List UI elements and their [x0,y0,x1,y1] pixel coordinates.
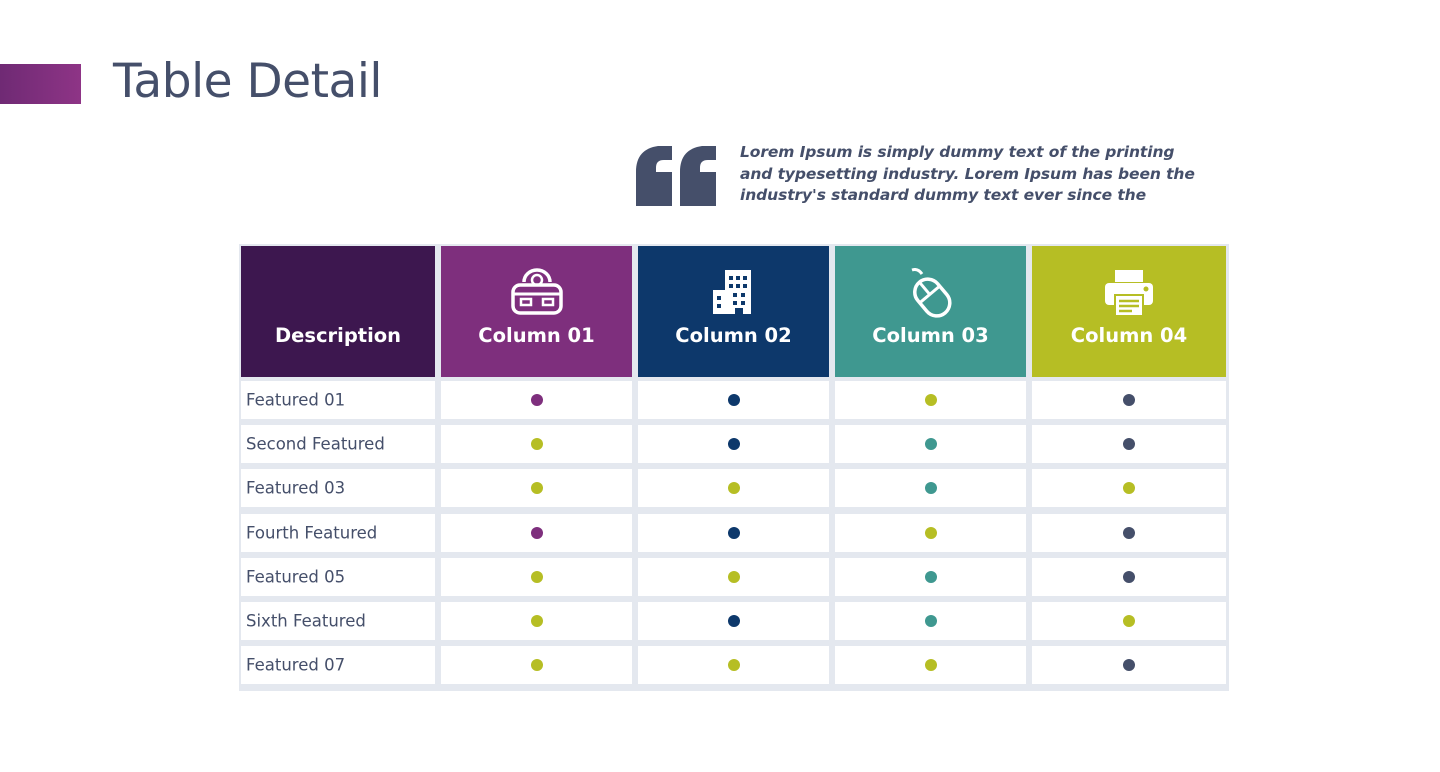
status-dot-purple [530,394,543,406]
table-cell [441,646,632,685]
row-label-cell: Featured 03 [241,469,435,508]
row-label: Sixth Featured [246,611,366,631]
table-cell [441,602,632,640]
table-cell [638,513,829,552]
table-cell [638,602,829,640]
table-cell [441,513,632,552]
column-header-4: Column 04 [1032,246,1226,377]
row-label: Featured 07 [246,655,346,675]
table-cell [835,469,1026,508]
table-cell [638,425,829,464]
row-label: Featured 05 [246,567,346,587]
status-dot-teal [924,482,937,495]
table-cell [441,381,632,419]
table-cell [638,381,829,419]
column-header-label: Column 04 [1070,324,1188,347]
row-label-cell: Featured 05 [241,557,435,596]
table-cell [638,557,829,596]
row-label: Fourth Featured [246,523,378,543]
status-dot-slate [1123,394,1135,406]
description-header-label: Description [274,324,402,347]
page-title: Table Detail [113,54,382,109]
status-dot-lime [1123,615,1135,627]
row-label-cell: Featured 01 [241,381,435,419]
table-cell [835,381,1026,419]
row-label: Second Featured [246,434,385,454]
status-dot-teal [924,615,937,627]
column-header-label: Column 02 [675,324,792,347]
table-cell [441,557,632,596]
row-label-cell: Sixth Featured [241,602,435,640]
building-icon [707,268,761,318]
status-dot-lime [727,482,740,495]
column-header-label: Column 03 [872,324,989,347]
status-dot-purple [530,526,543,539]
status-dot-lime [530,570,543,583]
table-cell [1032,557,1226,596]
status-dot-lime [530,482,543,495]
table-cell [835,425,1026,464]
row-label: Featured 03 [246,478,346,498]
status-dot-slate [1123,570,1135,583]
row-label-cell: Second Featured [241,425,435,464]
status-dot-teal [924,438,937,451]
title-accent-bar [0,64,81,104]
comparison-table: Description Column 01 Column 02 Column 03 C… [239,244,1229,691]
table-cell [835,646,1026,685]
table-cell [835,602,1026,640]
printer-icon [1102,268,1156,318]
status-dot-lime [924,526,937,539]
mouse-icon [904,268,958,318]
row-label: Featured 01 [246,390,346,410]
table-cell [1032,646,1226,685]
table-cell [835,513,1026,552]
status-dot-lime [727,570,740,583]
table-cell [441,425,632,464]
column-header-1: Column 01 [441,246,632,377]
row-label-cell: Fourth Featured [241,513,435,552]
status-dot-teal [924,570,937,583]
status-dot-lime [1123,482,1135,495]
table-cell [441,469,632,508]
status-dot-lime [924,659,937,672]
table-cell [1032,469,1226,508]
status-dot-lime [530,438,543,451]
description-header: Description [241,246,435,377]
table-cell [1032,602,1226,640]
column-header-3: Column 03 [835,246,1026,377]
status-dot-lime [924,394,937,406]
status-dot-navy [727,526,740,539]
table-cell [638,469,829,508]
quote-text: Lorem Ipsum is simply dummy text of the … [740,143,1195,204]
table-cell [638,646,829,685]
row-label-cell: Featured 07 [241,646,435,685]
column-header-2: Column 02 [638,246,829,377]
status-dot-slate [1123,526,1135,539]
status-dot-lime [530,615,543,627]
column-header-label: Column 01 [478,324,595,347]
status-dot-slate [1123,438,1135,451]
status-dot-navy [727,394,740,406]
table-cell [835,557,1026,596]
table-cell [1032,425,1226,464]
status-dot-navy [727,615,740,627]
status-dot-slate [1123,659,1135,672]
cash-register-icon [510,268,564,318]
status-dot-lime [530,659,543,672]
status-dot-navy [727,438,740,451]
table-cell [1032,513,1226,552]
status-dot-lime [727,659,740,672]
table-cell [1032,381,1226,419]
quote-open-icon [636,146,716,206]
